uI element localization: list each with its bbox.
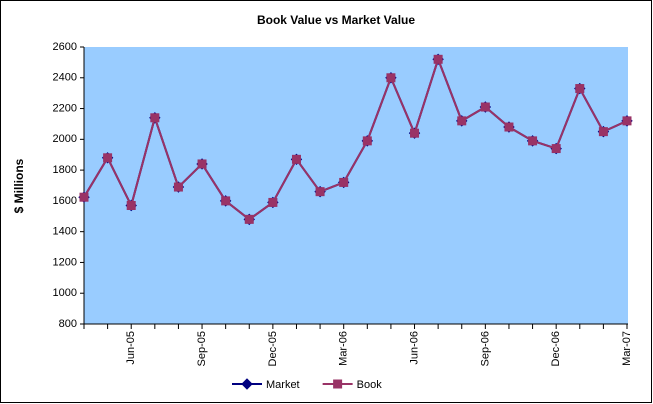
y-tick-label: 2600	[53, 41, 77, 53]
data-point	[339, 177, 349, 187]
y-tick-label: 1800	[53, 164, 77, 176]
y-tick-label: 2400	[53, 72, 77, 84]
data-point	[504, 122, 514, 132]
y-tick-label: 2200	[53, 102, 77, 114]
data-point	[268, 197, 278, 207]
legend-label: Market	[266, 379, 300, 391]
x-tick-label: Jun-05	[125, 331, 137, 365]
data-point	[126, 201, 136, 211]
x-tick-label: Jun-06	[408, 331, 420, 365]
data-point	[480, 102, 490, 112]
y-tick-label: 1600	[53, 195, 77, 207]
data-point	[173, 182, 183, 192]
data-point	[528, 136, 538, 146]
x-tick-label: Sep-05	[196, 331, 208, 366]
chart-title: Book Value vs Market Value	[257, 13, 415, 27]
legend-marker	[241, 378, 253, 390]
legend-label: Book	[357, 379, 383, 391]
data-point	[433, 54, 443, 64]
data-point	[103, 153, 113, 163]
data-point	[79, 192, 89, 202]
y-tick-label: 1000	[53, 287, 77, 299]
data-point	[291, 154, 301, 164]
data-point	[410, 128, 420, 138]
y-tick-label: 1400	[53, 226, 77, 238]
y-axis-title: $ Millions	[12, 158, 26, 213]
data-point	[575, 84, 585, 94]
data-point	[197, 159, 207, 169]
data-point	[622, 116, 632, 126]
data-point	[457, 116, 467, 126]
x-tick-label: Dec-06	[550, 331, 562, 366]
legend-marker	[333, 379, 343, 389]
data-point	[221, 196, 231, 206]
data-point	[598, 127, 608, 137]
data-point	[315, 187, 325, 197]
data-point	[551, 144, 561, 154]
y-tick-label: 2000	[53, 133, 77, 145]
x-tick-label: Mar-07	[621, 331, 633, 366]
x-tick-label: Mar-06	[338, 331, 350, 366]
data-point	[386, 73, 396, 83]
y-tick-label: 1200	[53, 256, 77, 268]
x-tick-label: Dec-05	[267, 331, 279, 366]
plot-area	[84, 47, 628, 324]
data-point	[150, 113, 160, 123]
data-point	[362, 136, 372, 146]
data-point	[244, 214, 254, 224]
x-tick-label: Sep-06	[479, 331, 491, 366]
y-tick-label: 800	[59, 318, 77, 330]
